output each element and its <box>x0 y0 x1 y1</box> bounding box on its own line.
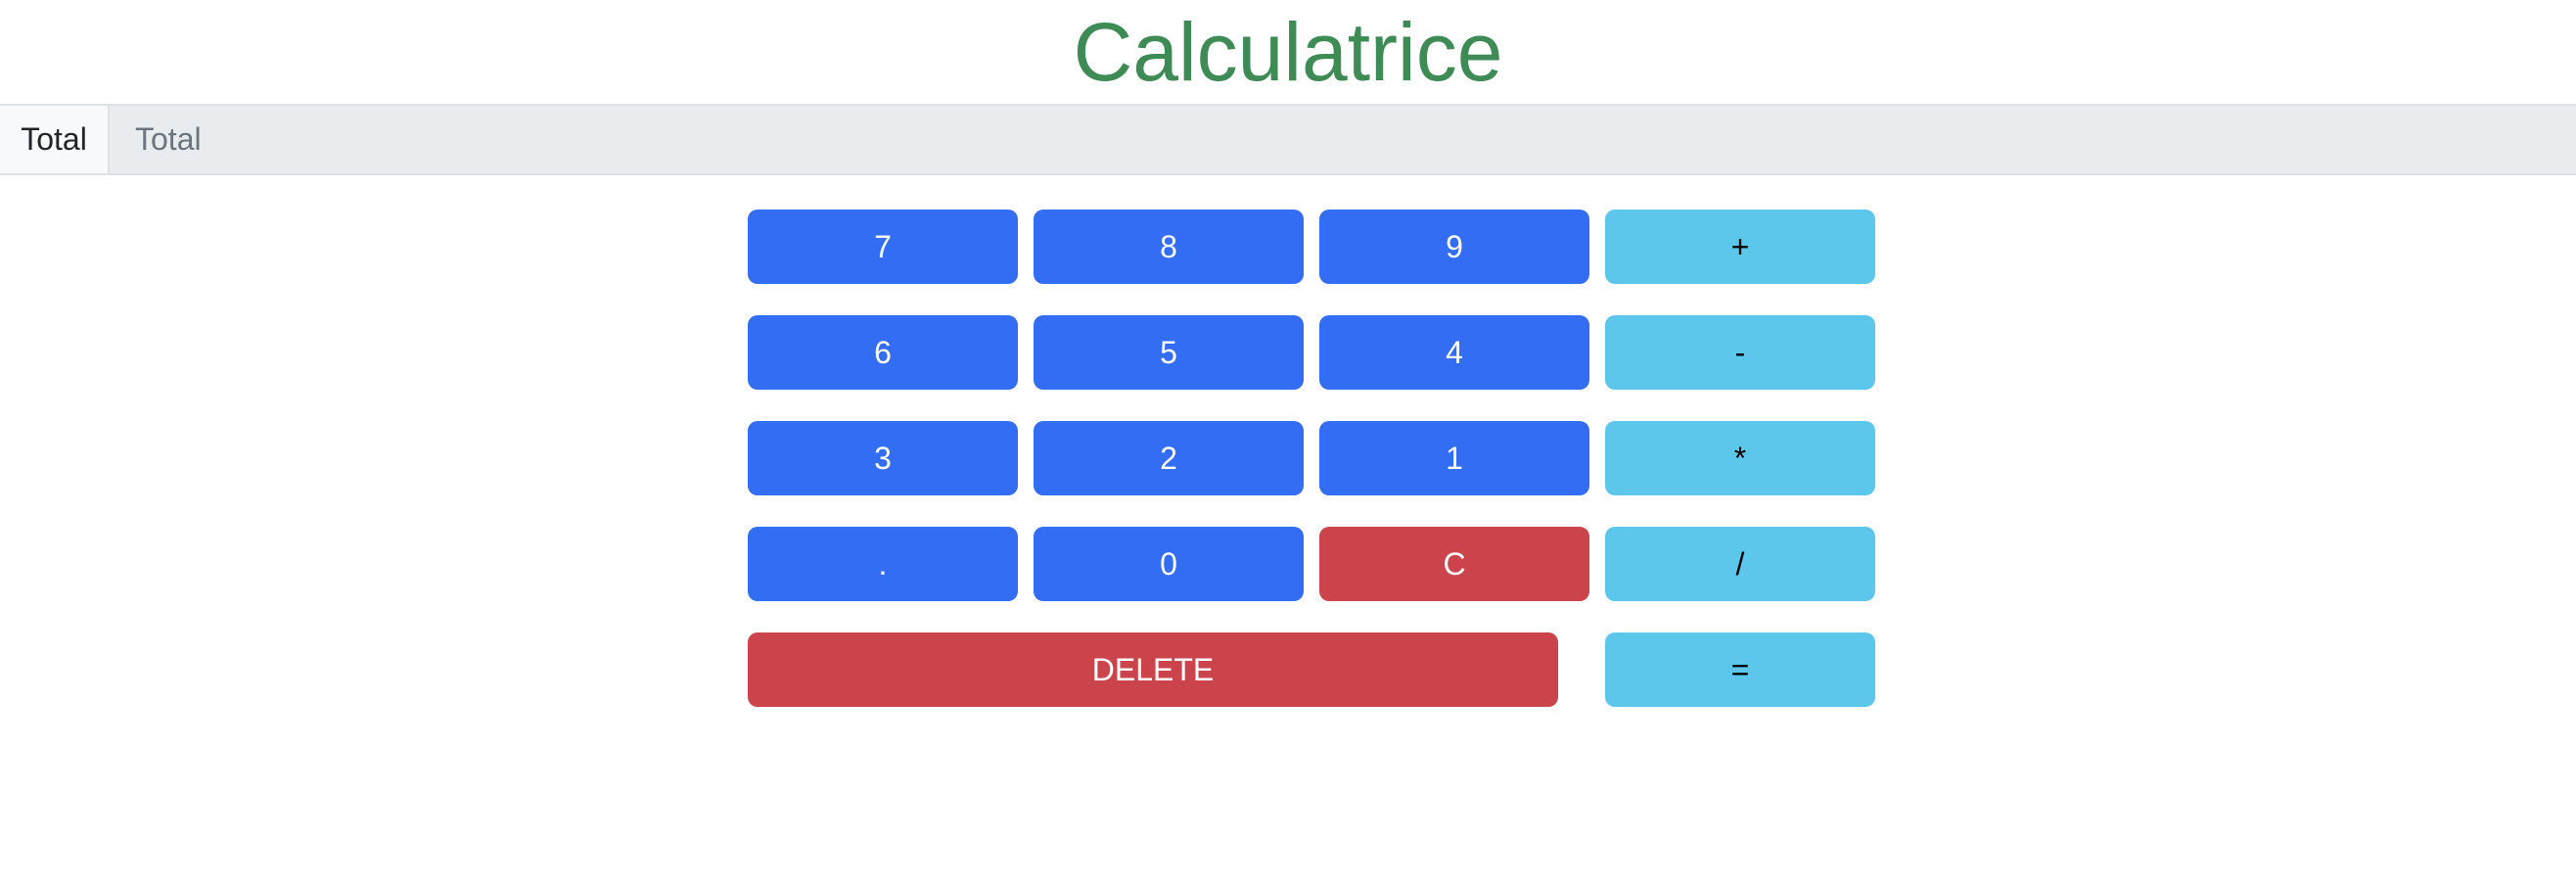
keypad: 7 8 9 + 6 5 4 - 3 2 1 * . 0 C / DELETE = <box>748 210 1875 707</box>
minus-button[interactable]: - <box>1605 315 1875 390</box>
key-0-button[interactable]: 0 <box>1034 527 1304 601</box>
key-3-button[interactable]: 3 <box>748 421 1018 495</box>
key-1-button[interactable]: 1 <box>1319 421 1589 495</box>
key-8-button[interactable]: 8 <box>1034 210 1304 284</box>
divide-button[interactable]: / <box>1605 527 1875 601</box>
key-4-button[interactable]: 4 <box>1319 315 1589 390</box>
delete-button[interactable]: DELETE <box>748 632 1558 707</box>
key-6-button[interactable]: 6 <box>748 315 1018 390</box>
key-9-button[interactable]: 9 <box>1319 210 1589 284</box>
multiply-button[interactable]: * <box>1605 421 1875 495</box>
decimal-point-button[interactable]: . <box>748 527 1018 601</box>
page-title: Calculatrice <box>1073 5 1503 98</box>
total-input[interactable]: Total <box>135 121 202 157</box>
equals-button[interactable]: = <box>1605 632 1875 707</box>
total-label: Total <box>0 106 110 173</box>
clear-button[interactable]: C <box>1319 527 1589 601</box>
key-2-button[interactable]: 2 <box>1034 421 1304 495</box>
key-7-button[interactable]: 7 <box>748 210 1018 284</box>
key-5-button[interactable]: 5 <box>1034 315 1304 390</box>
total-input-group: Total Total <box>0 104 2576 175</box>
plus-button[interactable]: + <box>1605 210 1875 284</box>
